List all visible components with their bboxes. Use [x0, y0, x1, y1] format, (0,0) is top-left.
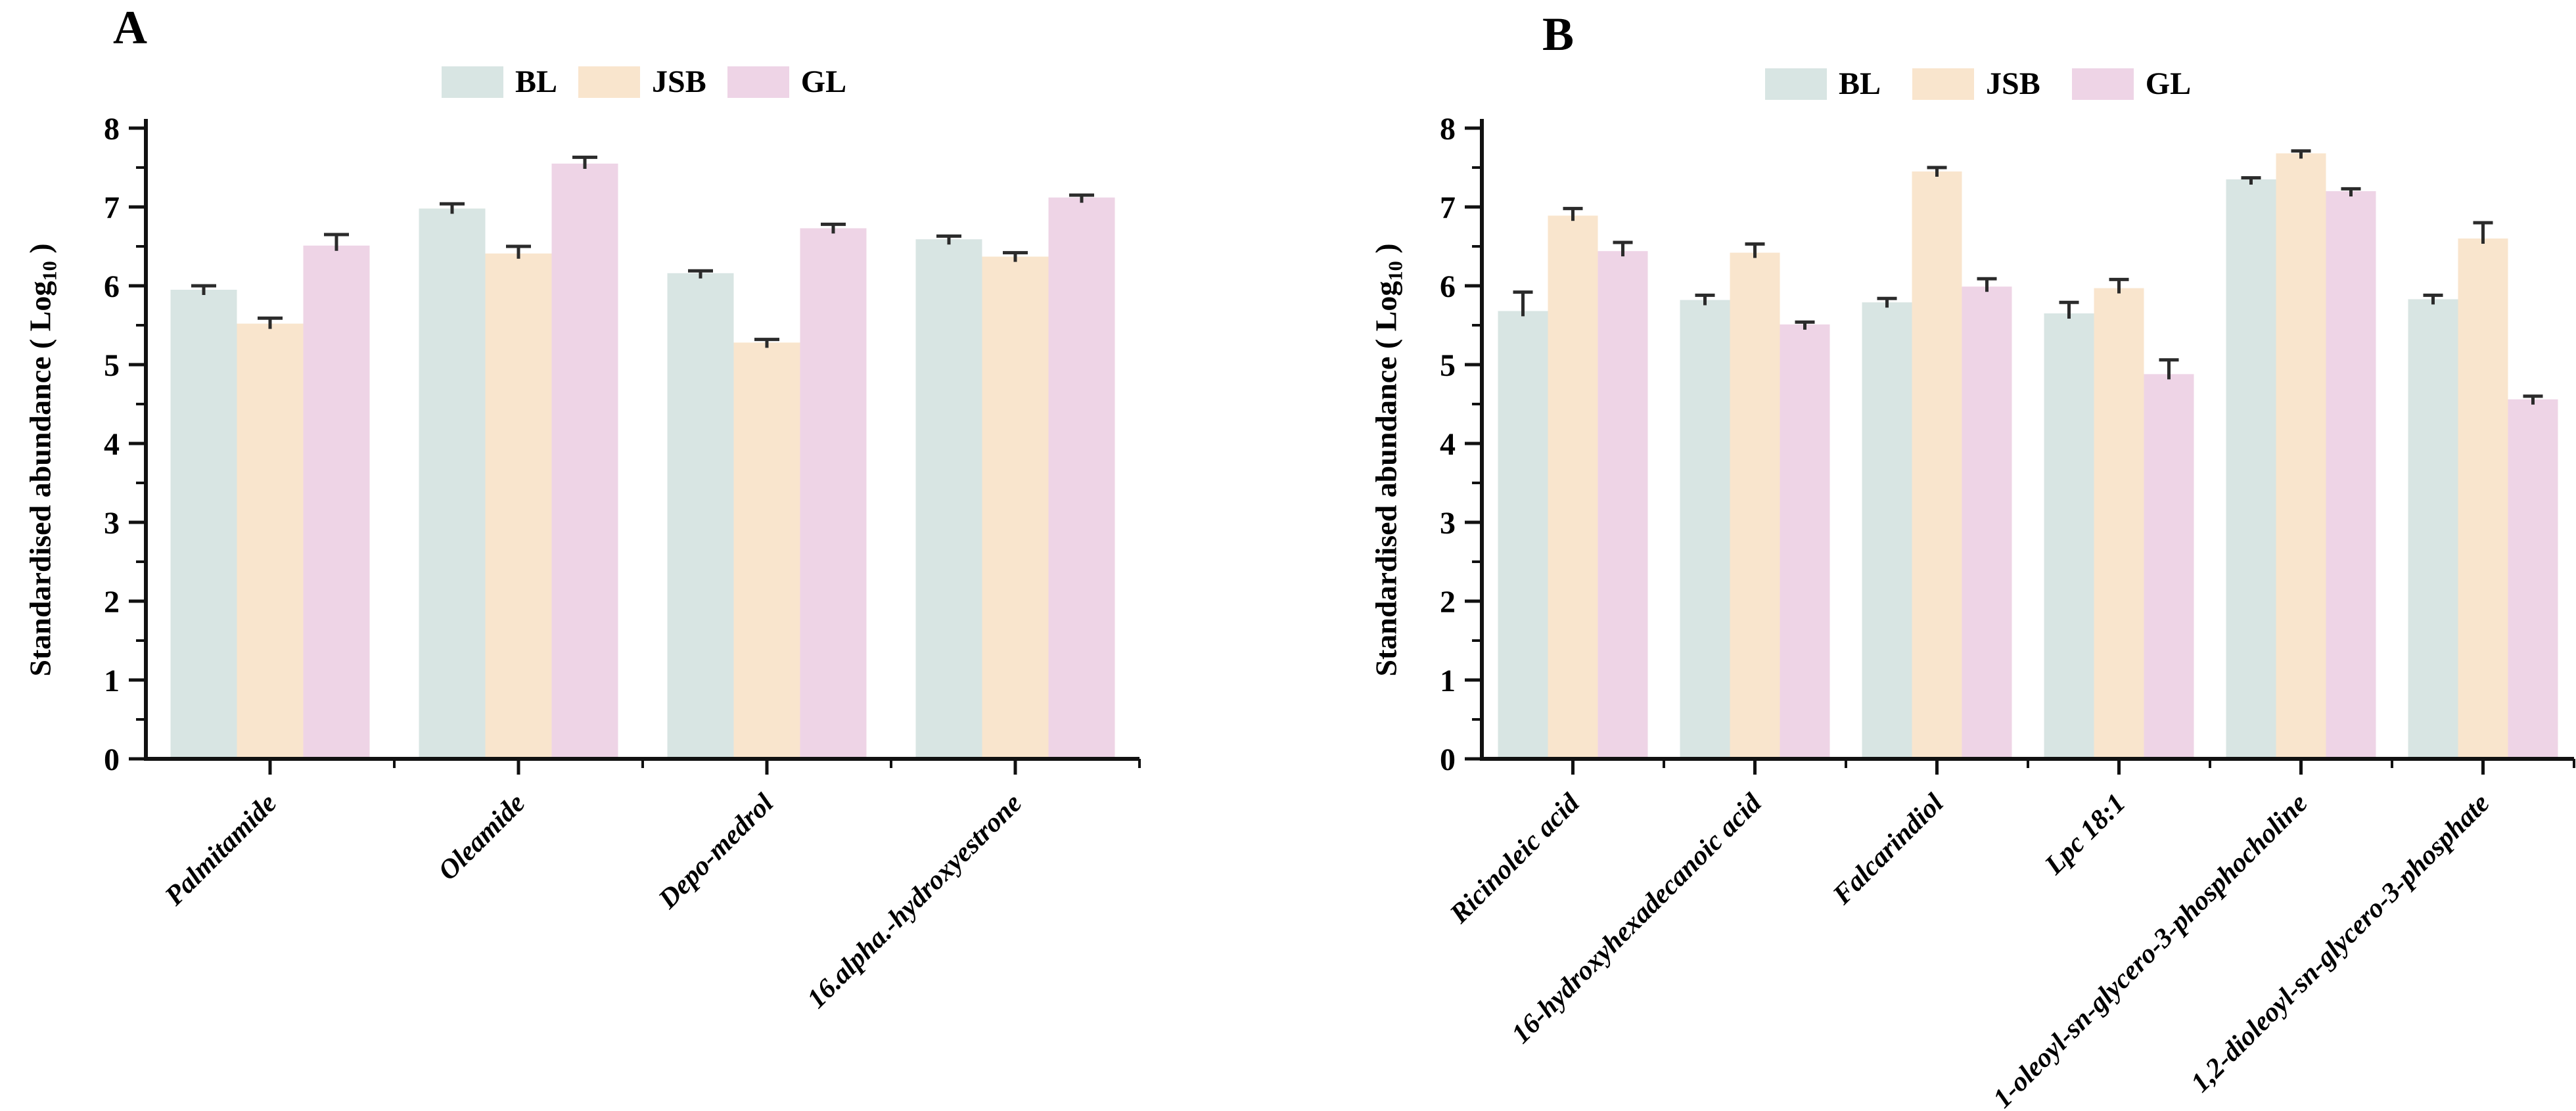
y-tick-label: 5 — [104, 348, 120, 383]
legend-item-jsb: JSB — [1912, 66, 2040, 102]
bar-gl — [1598, 251, 1648, 759]
bar-bl — [2044, 313, 2094, 759]
legend-swatch-bl — [442, 66, 503, 98]
x-category-label: 1-oleoyl-sn-glycero-3-phosphocholine — [1987, 788, 2313, 1111]
bar-gl — [303, 245, 370, 759]
x-category-label: Falcarindiol — [1827, 788, 1950, 911]
bar-gl — [2144, 374, 2194, 759]
y-tick-label: 4 — [104, 427, 120, 462]
legend-swatch-jsb — [578, 66, 641, 98]
y-tick-label: 8 — [1440, 112, 1456, 147]
legend-label-jsb: JSB — [1986, 66, 2040, 101]
bar-gl — [551, 164, 618, 759]
bar-bl — [170, 290, 237, 759]
legend-a: BL JSB GL — [442, 64, 846, 100]
bar-jsb — [2094, 288, 2144, 760]
bar-jsb — [237, 323, 304, 760]
bar-bl — [1862, 302, 1912, 759]
bar-gl — [1780, 324, 1830, 759]
y-tick-label: 3 — [104, 506, 120, 541]
x-category-label: Ricinoleic acid — [1444, 788, 1586, 930]
y-tick-label: 8 — [104, 112, 120, 147]
bar-gl — [1048, 197, 1115, 760]
bar-jsb — [982, 256, 1049, 760]
bar-gl — [800, 228, 867, 759]
y-tick-label: 4 — [1440, 427, 1456, 462]
bar-bl — [2226, 179, 2276, 759]
bar-bl — [419, 208, 486, 759]
bar-gl — [2326, 191, 2376, 759]
legend-item-bl: BL — [442, 64, 557, 100]
panel-b-label: B — [1542, 8, 1575, 60]
legend-swatch-bl — [1765, 68, 1827, 100]
panel-a-label: A — [113, 1, 147, 54]
x-category-label: 16.alpha.-hydroxyestrone — [802, 788, 1028, 1014]
y-tick-label: 6 — [1440, 269, 1456, 304]
y-tick-label: 2 — [1440, 585, 1456, 620]
y-tick-label: 3 — [1440, 506, 1456, 541]
legend-swatch-jsb — [1912, 68, 1975, 100]
legend-b: BL JSB GL — [1765, 66, 2191, 102]
bar-bl — [1498, 311, 1548, 759]
bar-jsb — [733, 342, 800, 759]
bar-jsb — [2276, 153, 2326, 759]
legend-label-jsb: JSB — [652, 64, 706, 99]
bar-jsb — [1548, 215, 1598, 759]
y-tick-label: 2 — [104, 585, 120, 620]
y-tick-label: 0 — [1440, 742, 1456, 777]
legend-swatch-gl — [727, 66, 789, 98]
x-category-label: Palmitamide — [159, 788, 283, 912]
legend-item-jsb: JSB — [578, 64, 706, 100]
bar-bl — [1680, 300, 1730, 760]
legend-item-gl: GL — [2071, 66, 2192, 102]
legend-label-bl: BL — [1839, 66, 1881, 101]
y-tick-label: 5 — [1440, 348, 1456, 383]
y-tick-label: 7 — [1440, 191, 1456, 225]
y-tick-label: 1 — [104, 664, 120, 698]
x-category-label: Oleamide — [432, 788, 531, 887]
bar-jsb — [1912, 171, 1962, 759]
bar-jsb — [2458, 238, 2508, 759]
bar-bl — [667, 273, 734, 759]
legend-label-gl: GL — [800, 64, 847, 99]
legend-label-bl: BL — [515, 64, 558, 99]
bar-jsb — [1730, 252, 1780, 760]
x-category-label: Depo-medrol — [653, 788, 779, 915]
x-category-label: Lpc 18:1 — [2038, 788, 2131, 881]
bar-bl — [915, 239, 982, 759]
x-category-label: 1,2-dioleoyl-sn-glycero-3-phosphate — [2185, 788, 2495, 1099]
y-tick-label: 6 — [104, 269, 120, 304]
y-tick-label: 7 — [104, 191, 120, 225]
bar-bl — [2408, 299, 2458, 759]
bar-gl — [2508, 399, 2558, 759]
legend-swatch-gl — [2071, 68, 2134, 100]
legend-item-gl: GL — [727, 64, 846, 100]
y-tick-label: 0 — [104, 742, 120, 777]
legend-item-bl: BL — [1765, 66, 1881, 102]
bar-gl — [1962, 286, 2012, 759]
legend-label-gl: GL — [2145, 66, 2192, 101]
y-tick-label: 1 — [1440, 664, 1456, 698]
bar-jsb — [485, 253, 552, 759]
